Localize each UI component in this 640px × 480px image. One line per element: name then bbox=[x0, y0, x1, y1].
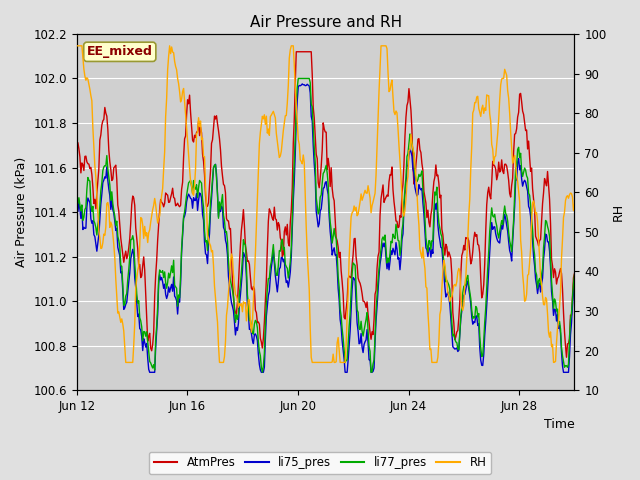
Line: AtmPres: AtmPres bbox=[77, 52, 575, 357]
li75_pres bbox=[312, 174, 319, 180]
li77_pres bbox=[310, 144, 318, 150]
li77_pres bbox=[483, 285, 491, 290]
li75_pres bbox=[146, 370, 154, 375]
AtmPres bbox=[292, 49, 300, 55]
Line: RH: RH bbox=[77, 46, 575, 362]
li77_pres bbox=[371, 332, 379, 338]
li77_pres bbox=[571, 272, 579, 278]
AtmPres bbox=[370, 317, 378, 323]
Y-axis label: RH: RH bbox=[612, 203, 625, 221]
AtmPres bbox=[73, 142, 81, 148]
AtmPres bbox=[571, 271, 579, 276]
li75_pres bbox=[561, 370, 568, 375]
AtmPres bbox=[343, 298, 351, 303]
li75_pres bbox=[344, 357, 352, 363]
li75_pres bbox=[314, 224, 322, 230]
RH bbox=[314, 360, 321, 365]
Y-axis label: Air Pressure (kPa): Air Pressure (kPa) bbox=[15, 157, 28, 267]
AtmPres bbox=[559, 310, 567, 315]
li77_pres bbox=[561, 364, 568, 370]
Title: Air Pressure and RH: Air Pressure and RH bbox=[250, 15, 402, 30]
RH bbox=[482, 108, 490, 113]
RH bbox=[559, 215, 567, 220]
RH bbox=[343, 314, 351, 320]
AtmPres bbox=[563, 354, 570, 360]
AtmPres bbox=[310, 115, 318, 120]
li75_pres bbox=[571, 281, 579, 287]
li75_pres bbox=[73, 203, 81, 209]
X-axis label: Time: Time bbox=[544, 419, 575, 432]
li75_pres bbox=[371, 339, 379, 345]
AtmPres bbox=[482, 228, 490, 234]
li77_pres bbox=[314, 203, 321, 208]
Legend: AtmPres, li75_pres, li77_pres, RH: AtmPres, li75_pres, li77_pres, RH bbox=[149, 452, 491, 474]
li77_pres bbox=[294, 75, 302, 81]
RH bbox=[122, 360, 130, 365]
li75_pres bbox=[298, 81, 306, 87]
li77_pres bbox=[73, 194, 81, 200]
RH bbox=[73, 43, 81, 48]
Line: li75_pres: li75_pres bbox=[77, 84, 575, 372]
Text: EE_mixed: EE_mixed bbox=[87, 45, 153, 58]
AtmPres bbox=[314, 156, 321, 161]
RH bbox=[310, 360, 318, 365]
Line: li77_pres: li77_pres bbox=[77, 78, 575, 372]
li77_pres bbox=[367, 370, 375, 375]
RH bbox=[370, 194, 378, 200]
RH bbox=[571, 201, 579, 207]
li75_pres bbox=[483, 302, 491, 308]
li77_pres bbox=[343, 357, 351, 363]
